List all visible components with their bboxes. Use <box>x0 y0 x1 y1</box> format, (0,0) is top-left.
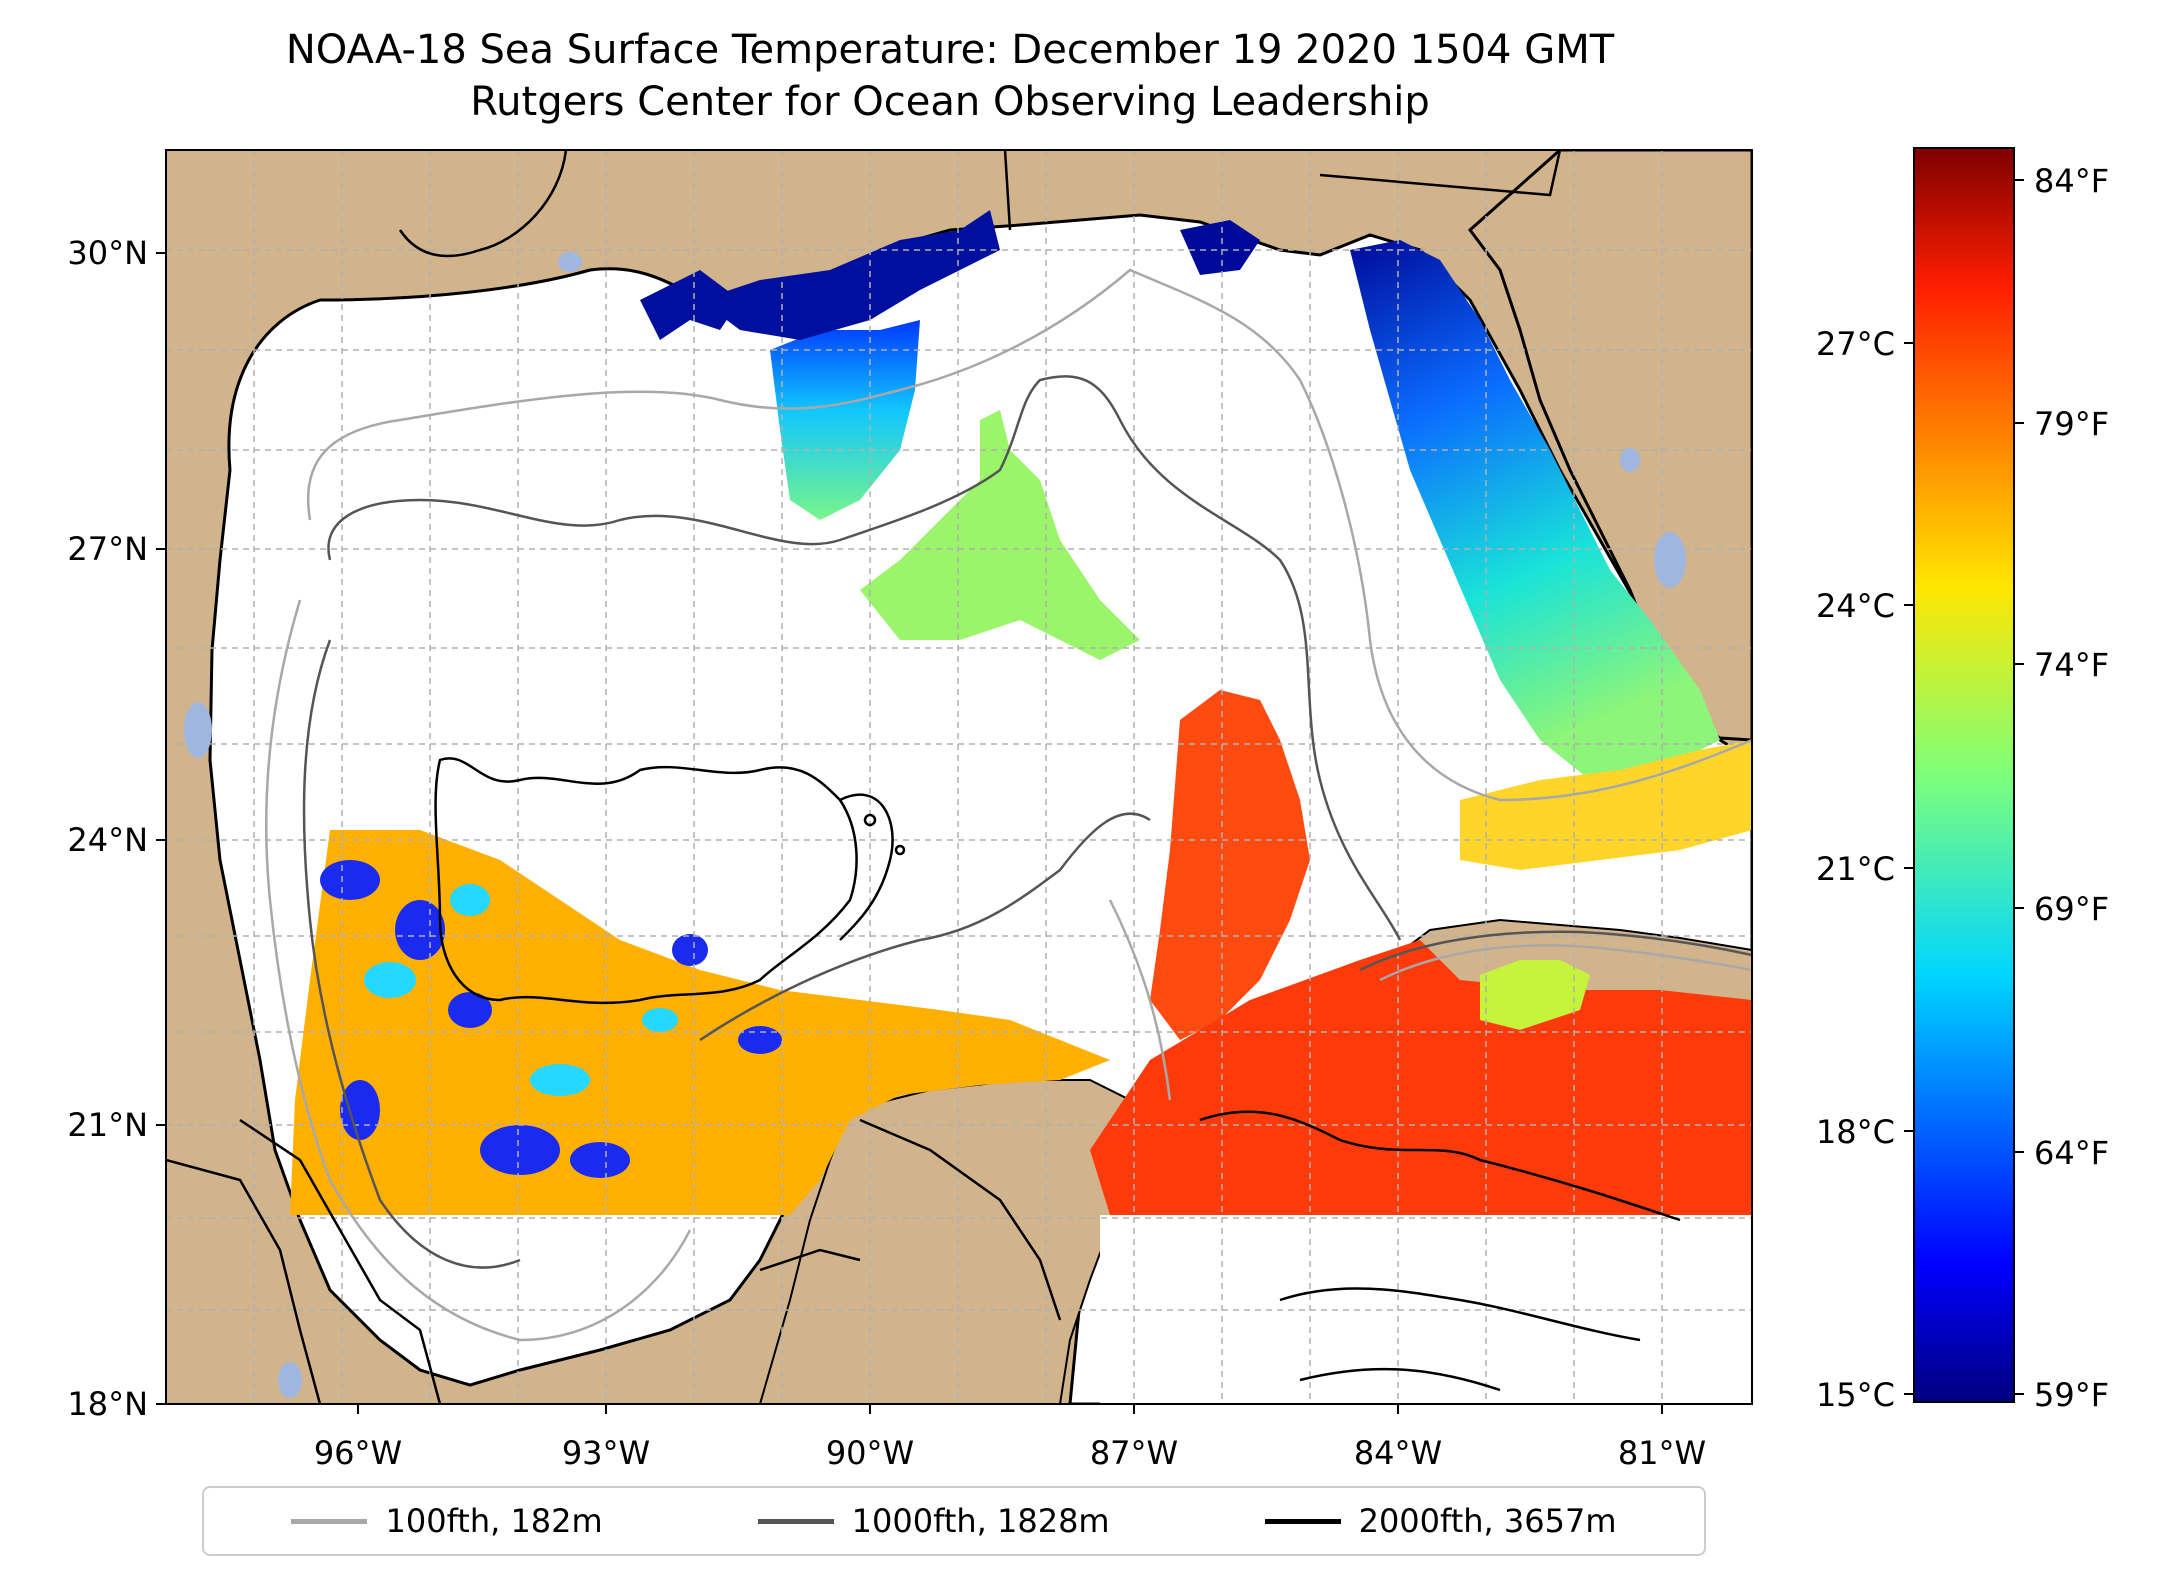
lat-axis: 30°N 27°N 24°N 21°N 18°N <box>67 234 166 1423</box>
contour-100fth <box>265 268 1752 1342</box>
lon-tick-96w: 96°W <box>314 1434 402 1472</box>
celsius-tick-21: 21°C <box>1816 850 1895 888</box>
fahrenheit-tick-79: 79°F <box>2034 405 2109 443</box>
gridlines <box>166 150 1752 1404</box>
sst-data <box>290 210 1752 1215</box>
sst-loop-current <box>1150 690 1310 1040</box>
contour-2000fth <box>434 757 1681 1392</box>
lat-tick-27: 27°N <box>67 530 148 568</box>
fahrenheit-tick-84: 84°F <box>2034 162 2109 200</box>
legend-item-100fth: 100fth, 182m <box>291 1502 603 1540</box>
sst-cyan-patches <box>364 884 678 1096</box>
legend-item-2000fth: 2000fth, 3657m <box>1264 1502 1617 1540</box>
sst-western-gulf <box>290 830 1110 1215</box>
fahrenheit-tick-74: 74°F <box>2034 646 2109 684</box>
sst-cuba-north-green <box>1480 960 1590 1030</box>
sst-louisiana-shelf <box>770 320 920 520</box>
lat-tick-24: 24°N <box>67 821 148 859</box>
sst-texas-coast <box>640 270 740 340</box>
lon-tick-87w: 87°W <box>1090 1434 1178 1472</box>
florida-peninsula <box>1467 150 1752 742</box>
sst-florida-shelf <box>1350 240 1720 780</box>
map-frame <box>165 149 1753 1405</box>
colorbar: 27°C 24°C 21°C 18°C 15°C 84°F 79°F 74°F … <box>1816 147 2109 1414</box>
fahrenheit-tick-59: 59°F <box>2034 1376 2109 1414</box>
lat-tick-18: 18°N <box>67 1385 148 1423</box>
lat-tick-21: 21°N <box>67 1106 148 1144</box>
lon-tick-81w: 81°W <box>1618 1434 1706 1472</box>
title-line-2: Rutgers Center for Ocean Observing Leade… <box>470 79 1430 125</box>
celsius-tick-18: 18°C <box>1816 1113 1895 1151</box>
title-line-1: NOAA-18 Sea Surface Temperature: Decembe… <box>285 27 1615 73</box>
political-boundaries <box>166 150 1562 1404</box>
sst-central-green <box>860 410 1140 660</box>
sst-bigbend-cold <box>1180 220 1260 275</box>
legend-label: 1000fth, 1828m <box>851 1502 1110 1540</box>
legend-line-icon <box>1264 1518 1341 1524</box>
sst-yucatan-warm <box>1090 940 1752 1215</box>
celsius-tick-15: 15°C <box>1816 1376 1895 1414</box>
sst-cold-patches <box>320 860 782 1178</box>
lon-axis: 96°W 93°W 90°W 87°W 84°W 81°W <box>314 1404 1706 1472</box>
legend-item-1000fth: 1000fth, 1828m <box>757 1502 1110 1540</box>
lakes <box>184 252 1686 1398</box>
celsius-tick-24: 24°C <box>1816 587 1895 625</box>
legend-line-icon <box>757 1518 834 1524</box>
fahrenheit-tick-64: 64°F <box>2034 1134 2109 1172</box>
sst-louisiana-coast <box>700 210 1000 340</box>
contour-1000fth <box>302 375 1752 1269</box>
legend-line-icon <box>291 1518 368 1524</box>
legend-label: 2000fth, 3657m <box>1358 1502 1617 1540</box>
sst-keys-warm <box>1460 740 1752 870</box>
bathymetry-legend: 100fth, 182m 1000fth, 1828m 2000fth, 365… <box>202 1486 1706 1556</box>
lon-tick-93w: 93°W <box>562 1434 650 1472</box>
celsius-tick-27: 27°C <box>1816 325 1895 363</box>
fahrenheit-tick-69: 69°F <box>2034 890 2109 928</box>
map-area <box>166 150 1752 1404</box>
lat-tick-30: 30°N <box>67 234 148 272</box>
legend-label: 100fth, 182m <box>385 1502 603 1540</box>
colorbar-gradient <box>1913 147 2015 1403</box>
lon-tick-90w: 90°W <box>826 1434 914 1472</box>
lon-tick-84w: 84°W <box>1354 1434 1442 1472</box>
